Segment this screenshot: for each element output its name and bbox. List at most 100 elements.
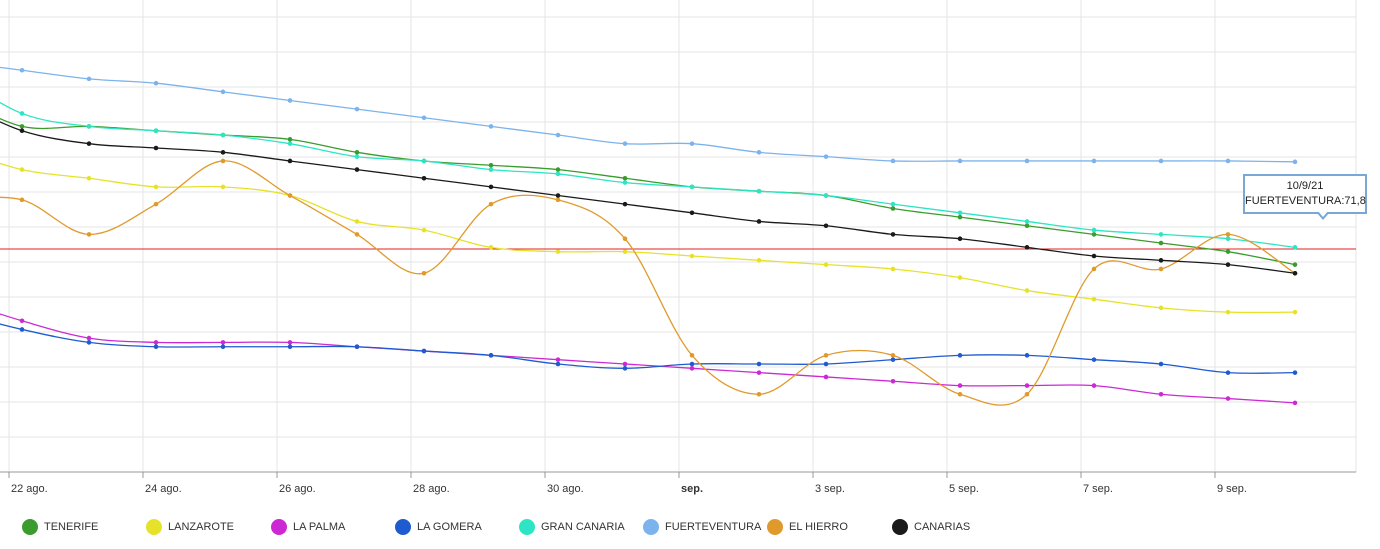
data-point-lanzarote[interactable] [422, 228, 427, 233]
data-point-fuerteventura[interactable] [891, 159, 896, 164]
data-point-gran-canaria[interactable] [1092, 228, 1097, 233]
data-point-lanzarote[interactable] [1226, 310, 1231, 315]
data-point-gran-canaria[interactable] [422, 159, 427, 164]
data-point-gran-canaria[interactable] [489, 167, 494, 172]
data-point-el-hierro[interactable] [87, 232, 92, 237]
legend-item-fuerteventura[interactable]: FUERTEVENTURA [643, 517, 761, 537]
data-point-lanzarote[interactable] [489, 245, 494, 250]
data-point-la-gomera[interactable] [288, 344, 293, 349]
data-point-la-palma[interactable] [958, 383, 963, 388]
data-point-la-palma[interactable] [623, 362, 628, 367]
data-point-canarias[interactable] [355, 167, 360, 172]
data-point-la-palma[interactable] [1025, 383, 1030, 388]
data-point-fuerteventura[interactable] [288, 98, 293, 103]
data-point-lanzarote[interactable] [1293, 310, 1298, 315]
data-point-la-gomera[interactable] [355, 344, 360, 349]
data-point-canarias[interactable] [154, 146, 159, 151]
data-point-canarias[interactable] [824, 223, 829, 228]
data-point-canarias[interactable] [757, 219, 762, 224]
data-point-la-palma[interactable] [824, 375, 829, 380]
series-line-la-palma[interactable] [0, 299, 1295, 403]
data-point-la-palma[interactable] [221, 340, 226, 345]
data-point-la-gomera[interactable] [690, 362, 695, 367]
data-point-el-hierro[interactable] [1226, 232, 1231, 237]
data-point-el-hierro[interactable] [690, 353, 695, 358]
data-point-canarias[interactable] [1293, 271, 1298, 276]
data-point-canarias[interactable] [489, 185, 494, 190]
data-point-tenerife[interactable] [489, 163, 494, 168]
data-point-lanzarote[interactable] [690, 254, 695, 259]
data-point-tenerife[interactable] [288, 137, 293, 142]
data-point-la-gomera[interactable] [623, 366, 628, 371]
data-point-gran-canaria[interactable] [891, 202, 896, 207]
data-point-la-gomera[interactable] [556, 362, 561, 367]
data-point-el-hierro[interactable] [757, 392, 762, 397]
data-point-gran-canaria[interactable] [1025, 219, 1030, 224]
legend-item-la-gomera[interactable]: LA GOMERA [395, 517, 482, 537]
data-point-fuerteventura[interactable] [20, 68, 25, 73]
data-point-lanzarote[interactable] [20, 167, 25, 172]
series-line-tenerife[interactable] [0, 96, 1295, 264]
data-point-la-gomera[interactable] [1226, 370, 1231, 375]
data-point-fuerteventura[interactable] [154, 81, 159, 86]
data-point-fuerteventura[interactable] [489, 124, 494, 129]
series-line-el-hierro[interactable] [0, 161, 1295, 405]
data-point-canarias[interactable] [623, 202, 628, 207]
data-point-lanzarote[interactable] [154, 185, 159, 190]
data-point-lanzarote[interactable] [1159, 306, 1164, 311]
data-point-la-gomera[interactable] [221, 344, 226, 349]
data-point-el-hierro[interactable] [556, 198, 561, 203]
data-point-gran-canaria[interactable] [556, 172, 561, 177]
data-point-el-hierro[interactable] [288, 193, 293, 198]
data-point-lanzarote[interactable] [355, 219, 360, 224]
data-point-gran-canaria[interactable] [623, 180, 628, 185]
data-point-la-palma[interactable] [1092, 383, 1097, 388]
data-point-el-hierro[interactable] [1092, 267, 1097, 272]
data-point-la-palma[interactable] [556, 357, 561, 362]
data-point-canarias[interactable] [1025, 245, 1030, 250]
data-point-gran-canaria[interactable] [1159, 232, 1164, 237]
legend-item-la-palma[interactable]: LA PALMA [271, 517, 345, 537]
data-point-la-gomera[interactable] [958, 353, 963, 358]
data-point-el-hierro[interactable] [489, 202, 494, 207]
data-point-lanzarote[interactable] [824, 262, 829, 267]
data-point-fuerteventura[interactable] [690, 141, 695, 146]
data-point-la-gomera[interactable] [20, 327, 25, 332]
data-point-canarias[interactable] [422, 176, 427, 181]
data-point-gran-canaria[interactable] [355, 154, 360, 159]
data-point-tenerife[interactable] [1092, 232, 1097, 237]
data-point-lanzarote[interactable] [757, 258, 762, 263]
data-point-canarias[interactable] [891, 232, 896, 237]
data-point-la-gomera[interactable] [154, 344, 159, 349]
data-point-tenerife[interactable] [1159, 241, 1164, 246]
data-point-fuerteventura[interactable] [1226, 159, 1231, 164]
data-point-la-gomera[interactable] [422, 349, 427, 354]
data-point-gran-canaria[interactable] [1226, 236, 1231, 241]
data-point-la-gomera[interactable] [891, 357, 896, 362]
data-point-canarias[interactable] [288, 159, 293, 164]
data-point-lanzarote[interactable] [623, 249, 628, 254]
data-point-fuerteventura[interactable] [556, 133, 561, 138]
data-point-fuerteventura[interactable] [87, 77, 92, 82]
data-point-la-palma[interactable] [288, 340, 293, 345]
data-point-la-gomera[interactable] [1293, 370, 1298, 375]
data-point-gran-canaria[interactable] [20, 111, 25, 116]
data-point-el-hierro[interactable] [1159, 267, 1164, 272]
data-point-lanzarote[interactable] [87, 176, 92, 181]
data-point-tenerife[interactable] [556, 167, 561, 172]
data-point-el-hierro[interactable] [958, 392, 963, 397]
data-point-gran-canaria[interactable] [154, 128, 159, 133]
data-point-la-palma[interactable] [690, 366, 695, 371]
data-point-canarias[interactable] [556, 193, 561, 198]
data-point-gran-canaria[interactable] [757, 189, 762, 194]
data-point-canarias[interactable] [958, 236, 963, 241]
legend-item-el-hierro[interactable]: EL HIERRO [767, 517, 848, 537]
data-point-canarias[interactable] [690, 211, 695, 216]
data-point-fuerteventura[interactable] [221, 90, 226, 95]
data-point-gran-canaria[interactable] [1293, 245, 1298, 250]
data-point-la-gomera[interactable] [1159, 362, 1164, 367]
data-point-tenerife[interactable] [20, 124, 25, 129]
data-point-el-hierro[interactable] [824, 353, 829, 358]
data-point-tenerife[interactable] [1293, 262, 1298, 267]
data-point-fuerteventura[interactable] [1159, 159, 1164, 164]
